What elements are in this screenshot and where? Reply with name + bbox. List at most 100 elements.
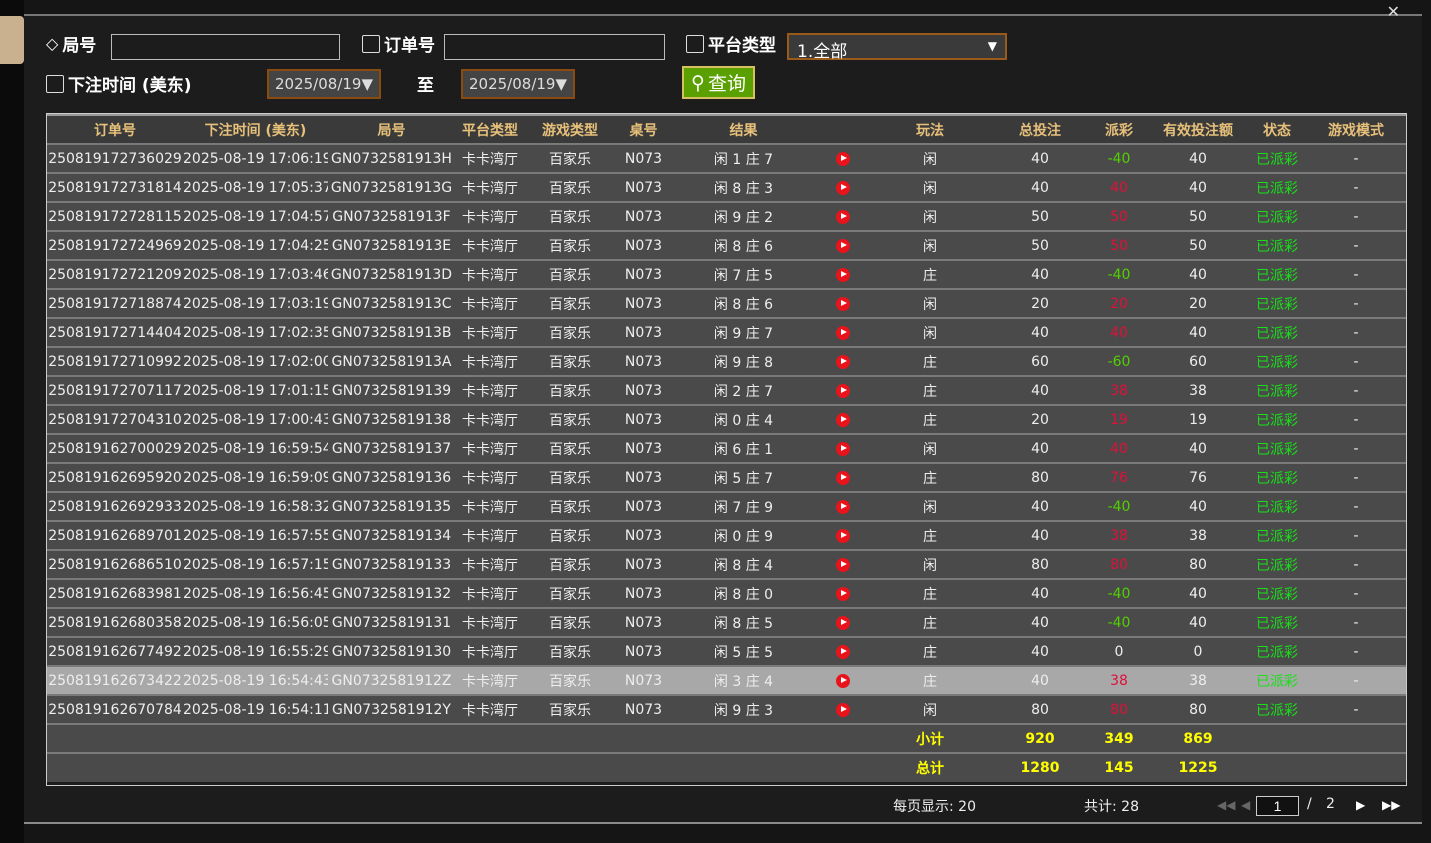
- play-video-icon[interactable]: [835, 180, 850, 195]
- bet-time-cell: 2025-08-19 16:57:15: [183, 549, 328, 579]
- play-video-icon[interactable]: [835, 412, 850, 427]
- total-count-text: 共计: 28: [1084, 799, 1139, 815]
- table-row[interactable]: 250819172731814 2025-08-19 17:05:37 GN0732…: [47, 172, 1406, 202]
- valid-bet-cell: 40: [1148, 172, 1248, 202]
- status-cell: 已派彩: [1248, 491, 1306, 521]
- game-type-cell: 百家乐: [525, 143, 615, 173]
- table-row[interactable]: 250819162683981 2025-08-19 16:56:45 GN0732…: [47, 578, 1406, 608]
- bet-type-cell: 闲: [870, 288, 990, 318]
- round-input[interactable]: [111, 34, 340, 60]
- replay-cell: [815, 607, 870, 637]
- round-id-cell: GN07325819133: [328, 549, 455, 579]
- total-total-bet: 1280: [990, 752, 1090, 782]
- table-row[interactable]: 250819172736029 2025-08-19 17:06:19 GN0732…: [47, 143, 1406, 173]
- table-row[interactable]: 250819162677492 2025-08-19 16:55:29 GN0732…: [47, 636, 1406, 666]
- close-icon[interactable]: ✕: [1386, 2, 1400, 21]
- table-row[interactable]: 250819172704310 2025-08-19 17:00:43 GN0732…: [47, 404, 1406, 434]
- play-video-icon[interactable]: [835, 325, 850, 340]
- table-row[interactable]: 250819162670784 2025-08-19 16:54:11 GN0732…: [47, 694, 1406, 724]
- play-video-icon[interactable]: [835, 557, 850, 572]
- bet-type-cell: 庄: [870, 259, 990, 289]
- bet-time-cell: 2025-08-19 17:06:19: [183, 143, 328, 173]
- table-no-cell: N073: [615, 549, 672, 579]
- round-id-cell: GN0732581913D: [328, 259, 455, 289]
- platform-select[interactable]: 1.全部 ▼: [787, 33, 1007, 62]
- total-bet-cell: 40: [990, 665, 1090, 695]
- table-row[interactable]: 250819172721209 2025-08-19 17:03:46 GN0732…: [47, 259, 1406, 289]
- date-from-picker[interactable]: 2025/08/19▼: [267, 69, 381, 99]
- total-bet-cell: 40: [990, 636, 1090, 666]
- payout-cell: 40: [1090, 433, 1148, 463]
- table-no-cell: N073: [615, 694, 672, 724]
- result-cell: 闲 6 庄 1: [672, 433, 815, 463]
- platform-cell: 卡卡湾厅: [455, 578, 525, 608]
- total-bet-cell: 60: [990, 346, 1090, 376]
- status-cell: 已派彩: [1248, 230, 1306, 260]
- bet-time-cell: 2025-08-19 17:02:00: [183, 346, 328, 376]
- table-row[interactable]: 250819172710992 2025-08-19 17:02:00 GN0732…: [47, 346, 1406, 376]
- play-video-icon[interactable]: [835, 267, 850, 282]
- result-cell: 闲 9 庄 8: [672, 346, 815, 376]
- table-row[interactable]: 250819172707117 2025-08-19 17:01:15 GN0732…: [47, 375, 1406, 405]
- table-row[interactable]: 250819162689701 2025-08-19 16:57:55 GN0732…: [47, 520, 1406, 550]
- replay-cell: [815, 172, 870, 202]
- table-row[interactable]: 250819162692933 2025-08-19 16:58:32 GN0732…: [47, 491, 1406, 521]
- order-input[interactable]: [444, 34, 665, 60]
- game-type-cell: 百家乐: [525, 491, 615, 521]
- game-type-cell: 百家乐: [525, 549, 615, 579]
- play-video-icon[interactable]: [835, 673, 850, 688]
- play-video-icon[interactable]: [835, 644, 850, 659]
- table-row[interactable]: 250819172714404 2025-08-19 17:02:35 GN0732…: [47, 317, 1406, 347]
- play-video-icon[interactable]: [835, 383, 850, 398]
- table-row[interactable]: 250819162673422 2025-08-19 16:54:43 GN0732…: [47, 665, 1406, 695]
- table-row[interactable]: 250819162680358 2025-08-19 16:56:05 GN0732…: [47, 607, 1406, 637]
- play-video-icon[interactable]: [835, 354, 850, 369]
- bet-time-cell: 2025-08-19 17:04:25: [183, 230, 328, 260]
- page-input[interactable]: [1256, 796, 1299, 816]
- total-bet-cell: 40: [990, 375, 1090, 405]
- date-to-picker[interactable]: 2025/08/19▼: [461, 69, 575, 99]
- play-video-icon[interactable]: [835, 151, 850, 166]
- table-row[interactable]: 250819162695920 2025-08-19 16:59:09 GN0732…: [47, 462, 1406, 492]
- table-no-cell: N073: [615, 375, 672, 405]
- query-button[interactable]: ⚲ 查询: [682, 66, 755, 99]
- valid-bet-cell: 60: [1148, 346, 1248, 376]
- first-page-icon[interactable]: ◀◀: [1217, 798, 1236, 812]
- table-row[interactable]: 250819162700029 2025-08-19 16:59:54 GN0732…: [47, 433, 1406, 463]
- payout-cell: 80: [1090, 694, 1148, 724]
- status-cell: 已派彩: [1248, 259, 1306, 289]
- bet-type-cell: 闲: [870, 143, 990, 173]
- table-row[interactable]: 250819172728115 2025-08-19 17:04:57 GN0732…: [47, 201, 1406, 231]
- play-video-icon[interactable]: [835, 209, 850, 224]
- column-header: 玩法: [870, 114, 990, 144]
- play-video-icon[interactable]: [835, 296, 850, 311]
- bet-type-cell: 庄: [870, 404, 990, 434]
- status-cell: 已派彩: [1248, 520, 1306, 550]
- bet-time-cell: 2025-08-19 16:57:55: [183, 520, 328, 550]
- replay-cell: [815, 201, 870, 231]
- game-mode-cell: -: [1306, 346, 1406, 376]
- table-row[interactable]: 250819172718874 2025-08-19 17:03:19 GN0732…: [47, 288, 1406, 318]
- last-page-icon[interactable]: ▶▶: [1382, 798, 1401, 812]
- result-cell: 闲 0 庄 4: [672, 404, 815, 434]
- play-video-icon[interactable]: [835, 586, 850, 601]
- play-video-icon[interactable]: [835, 499, 850, 514]
- play-video-icon[interactable]: [835, 528, 850, 543]
- play-video-icon[interactable]: [835, 441, 850, 456]
- replay-cell: [815, 404, 870, 434]
- result-cell: 闲 8 庄 5: [672, 607, 815, 637]
- status-cell: 已派彩: [1248, 201, 1306, 231]
- table-row[interactable]: 250819162686510 2025-08-19 16:57:15 GN0732…: [47, 549, 1406, 579]
- result-cell: 闲 5 庄 7: [672, 462, 815, 492]
- play-video-icon[interactable]: [835, 615, 850, 630]
- table-row[interactable]: 250819172724969 2025-08-19 17:04:25 GN0732…: [47, 230, 1406, 260]
- bet-time-cell: 2025-08-19 17:04:57: [183, 201, 328, 231]
- order-id-cell: 250819172714404: [47, 317, 183, 347]
- prev-page-icon[interactable]: ◀: [1241, 798, 1251, 812]
- play-video-icon[interactable]: [835, 470, 850, 485]
- next-page-icon[interactable]: ▶: [1356, 798, 1366, 812]
- game-type-cell: 百家乐: [525, 578, 615, 608]
- play-video-icon[interactable]: [835, 702, 850, 717]
- replay-cell: [815, 665, 870, 695]
- play-video-icon[interactable]: [835, 238, 850, 253]
